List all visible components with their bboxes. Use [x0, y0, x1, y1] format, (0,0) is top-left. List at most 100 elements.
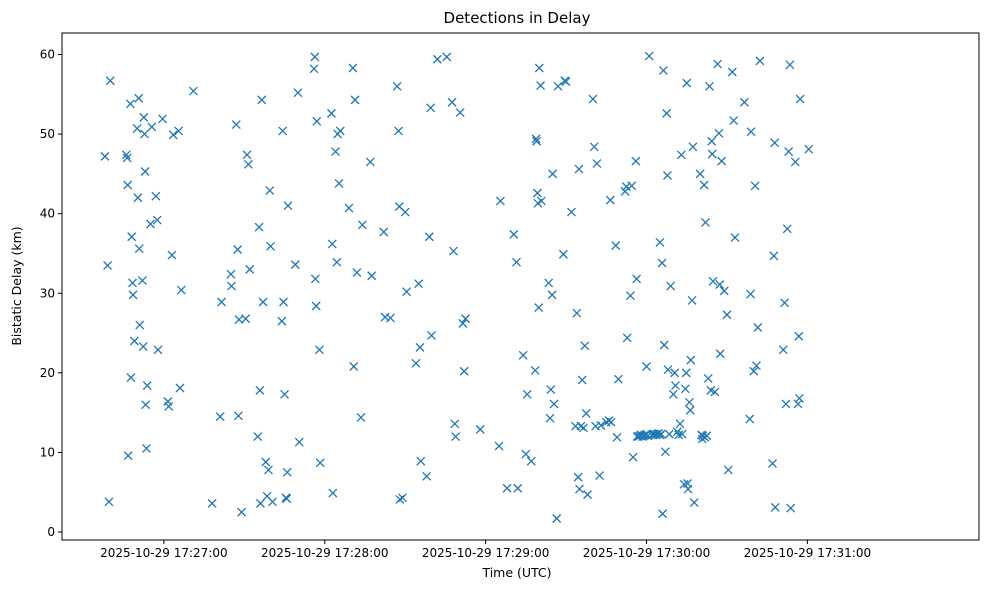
y-tick-label: 50 [40, 127, 55, 141]
data-point [662, 108, 672, 118]
data-point [455, 108, 465, 118]
data-point [450, 419, 460, 429]
data-point [293, 88, 303, 98]
data-point [770, 502, 780, 512]
data-point [280, 389, 290, 399]
data-point [151, 191, 161, 201]
data-point [126, 373, 136, 383]
data-point [548, 169, 558, 179]
data-point [242, 150, 252, 160]
data-point [207, 498, 217, 508]
data-point [595, 471, 605, 480]
data-point [710, 387, 720, 397]
data-point [589, 142, 599, 152]
data-point [522, 389, 532, 399]
data-point [531, 134, 541, 144]
data-point [611, 241, 621, 250]
data-point [140, 167, 150, 176]
data-point [688, 142, 698, 152]
data-point [137, 276, 147, 285]
data-point [680, 384, 690, 394]
data-point [579, 423, 588, 433]
data-point [705, 81, 714, 91]
data-point [243, 159, 253, 169]
data-point [385, 313, 395, 323]
data-point [123, 180, 133, 190]
data-point [139, 112, 149, 122]
data-point [168, 130, 178, 140]
data-point [279, 297, 288, 307]
data-point [627, 181, 637, 191]
data-point [158, 114, 168, 124]
data-point [699, 180, 709, 190]
data-point [263, 465, 273, 475]
data-point [745, 414, 755, 424]
data-point [686, 355, 696, 365]
data-point [327, 108, 336, 118]
data-point [605, 195, 615, 205]
data-point [461, 314, 470, 324]
data-point [553, 81, 563, 91]
y-tick-label: 10 [40, 445, 55, 459]
data-point [327, 239, 337, 249]
data-point [395, 494, 405, 504]
data-point [625, 291, 635, 301]
data-point [713, 59, 723, 69]
data-point [536, 196, 546, 206]
data-point [509, 229, 519, 239]
data-point [357, 220, 367, 230]
data-point [502, 483, 512, 493]
data-point [254, 222, 264, 232]
data-point [100, 151, 110, 161]
data-point [188, 86, 198, 96]
data-point [121, 150, 131, 160]
data-point [689, 498, 699, 508]
data-point [175, 383, 185, 393]
data-point [576, 421, 586, 431]
data-point [451, 432, 461, 441]
data-point [458, 319, 468, 328]
y-tick-label: 30 [40, 286, 55, 300]
data-point [558, 249, 568, 259]
data-point [552, 514, 562, 523]
data-point [398, 493, 407, 503]
data-point [674, 430, 684, 440]
data-point [682, 78, 692, 88]
x-tick-label: 2025-10-29 17:31:00 [744, 546, 871, 560]
data-point [668, 389, 678, 399]
data-point [518, 350, 528, 360]
data-point [655, 237, 665, 247]
data-point [534, 303, 544, 313]
data-point [459, 366, 469, 376]
data-point [719, 286, 729, 296]
data-point [644, 51, 654, 61]
data-point [714, 128, 724, 138]
data-point [266, 241, 276, 251]
data-point [512, 257, 521, 267]
data-point [241, 314, 251, 324]
data-point [494, 441, 504, 451]
data-point [544, 278, 554, 288]
data-point [278, 126, 288, 136]
data-point [521, 449, 531, 459]
data-point [442, 52, 452, 62]
x-tick-label: 2025-10-29 17:28:00 [261, 546, 388, 560]
data-point [785, 60, 795, 70]
data-point [513, 483, 523, 493]
data-point [127, 232, 137, 242]
data-point [685, 405, 695, 415]
data-point [310, 274, 320, 284]
data-point [394, 126, 403, 136]
data-point [365, 157, 375, 167]
x-tick-label: 2025-10-29 17:29:00 [422, 546, 549, 560]
data-point [134, 244, 144, 254]
data-point [795, 94, 805, 104]
data-point [138, 342, 148, 352]
data-point [142, 381, 152, 391]
data-point [104, 497, 114, 507]
data-point [656, 429, 666, 439]
data-point [282, 494, 292, 504]
data-point [768, 459, 778, 469]
data-point [572, 308, 582, 318]
